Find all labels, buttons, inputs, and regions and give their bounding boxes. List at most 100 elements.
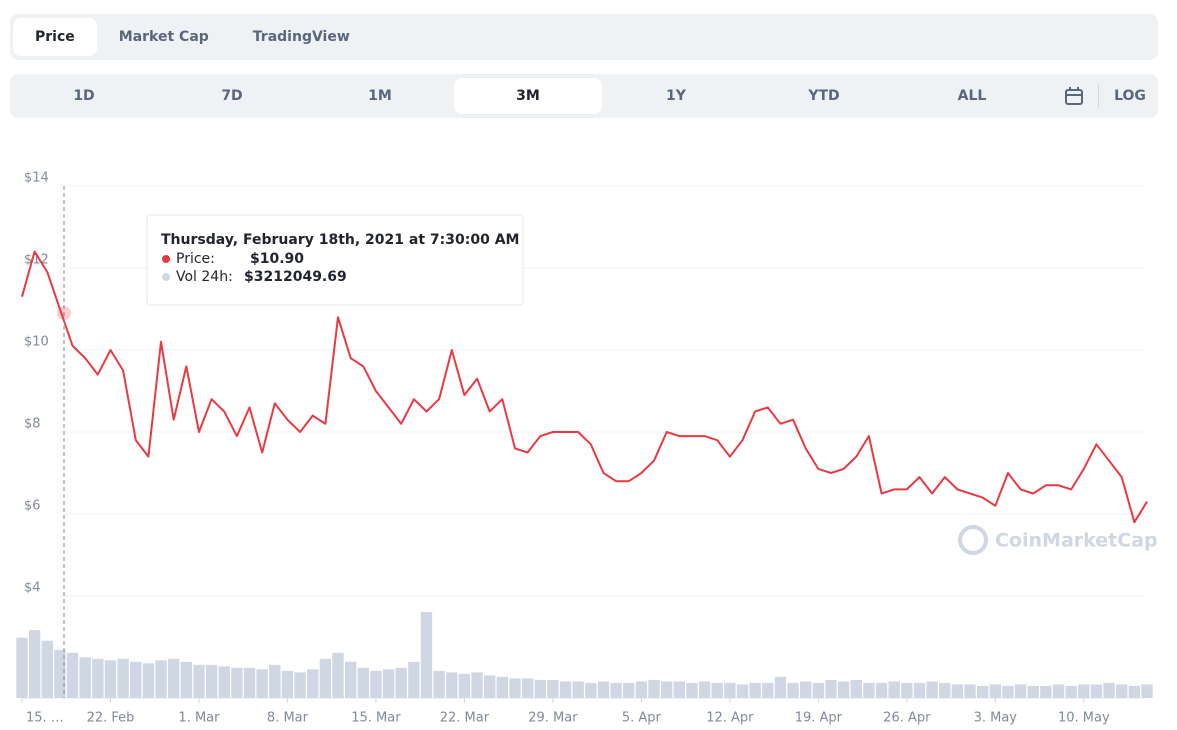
y-tick-label: $14 — [24, 171, 49, 186]
volume-bar — [446, 672, 458, 698]
volume-bar — [926, 681, 938, 698]
range-button[interactable]: 7D — [221, 88, 243, 104]
volume-bar — [1014, 684, 1027, 698]
volume-bar — [951, 684, 964, 698]
volume-bar — [193, 664, 205, 698]
tab[interactable]: Market Cap — [118, 29, 209, 45]
volume-bar — [1128, 685, 1141, 698]
x-tick-label: 22. Mar — [440, 711, 490, 726]
volume-bar — [509, 678, 521, 698]
volume-bar — [1040, 685, 1052, 698]
range-button[interactable]: YTD — [808, 88, 840, 104]
range-button[interactable]: ALL — [957, 88, 987, 104]
volume-bar — [269, 664, 281, 698]
volume-bar — [332, 652, 344, 698]
divider — [1098, 84, 1099, 108]
volume-bar — [1141, 684, 1153, 698]
volume-bar — [180, 661, 193, 698]
volume-bar — [534, 679, 546, 698]
volume-bar — [623, 682, 635, 698]
range-button[interactable]: 1M — [368, 88, 392, 104]
watermark-logo — [958, 525, 988, 555]
volume-bar — [28, 630, 41, 698]
x-tick-label: 26. Apr — [883, 711, 931, 726]
y-tick-label: $10 — [24, 335, 49, 350]
volume-bar — [420, 612, 433, 698]
volume-bar — [370, 670, 382, 698]
volume-bar — [597, 681, 610, 698]
tooltip-price: $10.90 — [250, 251, 304, 267]
x-tick-label: 1. Mar — [178, 711, 220, 726]
volume-bar — [1078, 684, 1090, 698]
volume-bar — [471, 672, 483, 698]
watermark: CoinMarketCap — [995, 530, 1158, 552]
y-tick-label: $4 — [24, 581, 41, 596]
volume-bar — [648, 679, 660, 698]
volume-bar — [521, 678, 534, 698]
tooltip-price-label: Price: — [176, 251, 215, 267]
range-button[interactable]: 3M — [454, 78, 602, 114]
range-button[interactable]: 1D — [73, 88, 95, 104]
volume-bar — [888, 681, 900, 698]
volume-bar — [1103, 682, 1115, 698]
y-tick-label: $8 — [24, 417, 41, 432]
volume-bar — [79, 657, 91, 698]
volume-bar — [976, 685, 989, 698]
tab[interactable]: TradingView — [252, 29, 350, 45]
x-tick-label: 5. Apr — [622, 711, 662, 726]
volume-bar — [458, 673, 471, 698]
legend-dot — [162, 273, 170, 281]
volume-bar — [863, 682, 875, 698]
volume-bar — [205, 664, 218, 698]
volume-bar — [711, 682, 723, 698]
x-tick-label: 15. Mar — [351, 711, 401, 726]
volume-bar — [572, 681, 584, 698]
volume-bar — [850, 679, 862, 698]
volume-bar — [231, 667, 243, 698]
volume-bar — [698, 681, 711, 698]
y-tick-label: $6 — [24, 499, 41, 514]
tab-bar: Price Market Cap TradingView — [10, 14, 1158, 60]
calendar-icon[interactable] — [1064, 86, 1084, 106]
volume-bar — [660, 681, 673, 698]
volume-bar — [1052, 684, 1065, 698]
volume-bar — [825, 679, 837, 698]
x-tick-label: 12. Apr — [706, 711, 754, 726]
volume-bar — [736, 684, 749, 698]
volume-bar — [54, 649, 66, 698]
log-button[interactable]: LOG — [1114, 88, 1146, 104]
range-button[interactable]: 1Y — [666, 88, 686, 104]
volume-bar — [559, 681, 572, 698]
volume-bar — [686, 682, 698, 698]
volume-bar — [875, 682, 888, 698]
x-tick-label: 15. … — [26, 711, 64, 726]
volume-bar — [1027, 685, 1039, 698]
volume-bar — [635, 681, 648, 698]
volume-bar — [319, 658, 332, 698]
volume-bar — [256, 669, 268, 698]
volume-bar — [787, 682, 799, 698]
tab[interactable]: Price — [13, 18, 97, 56]
price-line — [21, 250, 1148, 524]
volume-bar — [218, 666, 230, 698]
volume-bar — [610, 682, 622, 698]
volume-bar — [243, 667, 256, 698]
volume-bar — [762, 682, 774, 698]
x-tick-label: 8. Mar — [267, 711, 309, 726]
volume-bar — [307, 669, 319, 698]
volume-bar — [673, 681, 685, 698]
hover-point — [57, 306, 71, 321]
range-bar: LOG 1D 7D 1M 3M 1Y YTD ALL — [10, 74, 1158, 118]
tooltip-box — [146, 214, 524, 306]
volume-bar — [964, 684, 976, 698]
x-tick-label: 19. Apr — [795, 711, 843, 726]
volume-bar — [484, 675, 496, 698]
volume-bar — [585, 682, 597, 698]
volume-bar — [155, 660, 167, 698]
volume-bar — [1090, 684, 1103, 698]
volume-bar — [547, 679, 559, 698]
volume-bar — [41, 640, 53, 698]
volume-bar — [496, 676, 509, 698]
volume-bar — [774, 676, 787, 698]
